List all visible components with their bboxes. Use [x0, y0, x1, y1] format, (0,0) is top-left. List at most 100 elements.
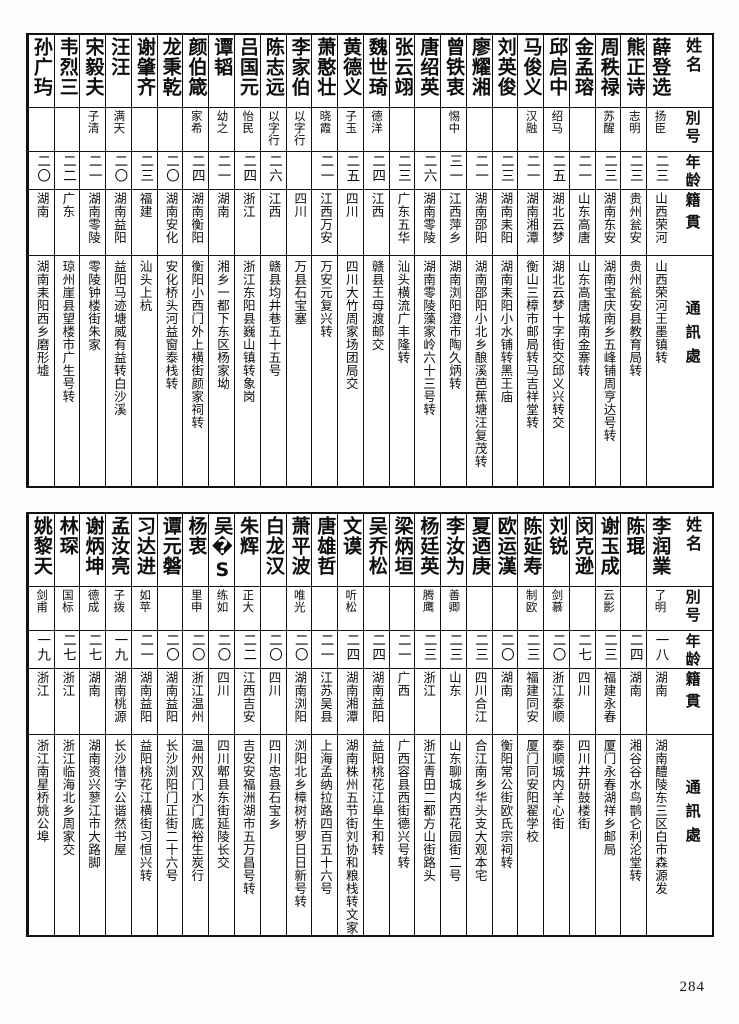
roster-entry: 谢玉成 云影 二三 福建永春 厦门永春湖祥乡邮局: [594, 514, 621, 935]
roster-entry: 谢炳坤 德成 二七 湖南 湖南资兴蓼江市大路脚: [79, 514, 106, 935]
entry-native: 湖北云梦: [544, 189, 569, 255]
entry-address: 厦门永春湖祥乡邮局: [595, 734, 621, 935]
entry-age: 二一: [131, 630, 157, 668]
roster-entry: 汪汪 满天 二〇 湖南益阳 益阳马迹塘威有益转白沙溪: [105, 35, 131, 486]
entry-alias-text: 晓霞: [318, 110, 333, 134]
roster-entry: 黄德义 子玉 二五 四川 四川大竹周家场团局交: [337, 35, 363, 486]
roster-entry: 张云翊 二三 广东五华 汕头横流广丰隆转: [388, 35, 415, 486]
entry-alias: 唯光: [286, 586, 312, 630]
entry-address-text: 零陵钟楼街朱家: [86, 260, 102, 351]
entry-address-text: 湘谷谷水鸟鹊仑利沦堂转: [627, 739, 643, 882]
column-headers: 姓名 別号 年龄 籍貫 通訊處: [672, 514, 712, 935]
entry-native-text: 湖南: [627, 671, 643, 697]
entry-age: 二一: [569, 151, 595, 189]
entry-age: 二六: [415, 151, 441, 189]
entry-name: 薛登选: [647, 35, 672, 107]
entry-alias: 德成: [80, 586, 106, 630]
entry-name-text: 谭韬: [211, 37, 234, 77]
entry-native: 湖南零陵: [415, 189, 441, 255]
entry-native: 广东五华: [389, 189, 415, 255]
roster-entry: 欧运漢 二〇 湖南 衡阳常公街欧氏宗祠转: [491, 514, 518, 935]
entry-name: 周秩禄: [596, 35, 621, 107]
entry-native-text: 贵州瓮安: [627, 192, 643, 244]
entry-alias: 怡民: [234, 107, 260, 151]
entry-address-text: 湘乡一都下东区杨家坳: [214, 260, 230, 390]
entry-address: 湖南醴陵东三区白市森源发: [647, 734, 672, 935]
entry-alias: 制欧: [518, 586, 544, 630]
entry-name-text: 陈琨: [623, 516, 646, 556]
entry-alias: 正大: [234, 586, 260, 630]
entry-name-text: 欧运漢: [494, 516, 517, 576]
entry-name: 李家伯: [287, 35, 312, 107]
entry-native: 湖南湘潭: [518, 189, 544, 255]
header-alias-text: 別号: [683, 110, 702, 146]
entry-native-text: 四川: [343, 192, 359, 218]
entry-alias: [157, 586, 183, 630]
roster-entry: 李汝为 善卿 二三 山东 山东聊城内西花园街二号: [440, 514, 466, 935]
entry-alias: 扬臣: [647, 107, 672, 151]
entry-age: 二〇: [106, 151, 131, 189]
entry-age-text: 二六: [420, 154, 437, 183]
entry-age: 二一: [389, 630, 415, 668]
roster-entry: 杨廷英 腾鹰 二三 浙江 浙江青田二都方山街路头: [414, 514, 441, 935]
entry-name: 朱辉: [235, 514, 260, 586]
entry-address: 四川井研鼓楼街: [569, 734, 595, 935]
entry-name-text: 杨衷: [185, 516, 208, 556]
entry-address-text: 湖南株州五节街刘协和粮栈转文家大屋: [343, 739, 359, 935]
entry-name: 文谟: [338, 514, 363, 586]
entry-native: 湖南浏阳: [286, 668, 312, 734]
entry-alias: 里申: [183, 586, 209, 630]
roster-entry: 周秩禄 苏醒 二三 湖南东安 湖南宝庆南乡五峰铺周亨达号转: [594, 35, 621, 486]
entry-age: 二二: [234, 630, 260, 668]
entry-address-text: 厦门同安阳翟学校: [524, 739, 540, 843]
entry-native-text: 江西: [369, 192, 385, 218]
entry-name-text: 闵克逊: [572, 516, 594, 576]
entry-alias: [492, 586, 518, 630]
entry-age: 二四: [363, 151, 389, 189]
entry-address: 合江南乡华头支大观本宅: [466, 734, 492, 935]
roster-entry: 陈琨二四湖南湘谷谷水鸟鹊仑利沦堂转: [620, 514, 647, 935]
entry-age: 二四: [621, 630, 647, 668]
entry-address: 长沙惜字公谐然书屋: [106, 734, 131, 935]
entry-alias: 以字行: [260, 107, 286, 151]
header-age: 年龄: [672, 151, 712, 189]
header-native: 籍貫: [672, 668, 712, 734]
entry-alias-text: 苏醒: [601, 110, 616, 134]
entry-native-text: 湖南益阳: [137, 671, 153, 723]
header-native: 籍貫: [672, 189, 712, 255]
entry-name-text: 孙广玙: [30, 37, 53, 97]
entry-address-text: 四川大竹周家场团局交: [343, 260, 359, 390]
entry-address: 浙江东阳县巍山镇转象岗: [234, 255, 260, 486]
entry-native: 湖南零陵: [80, 189, 106, 255]
entry-alias: [466, 107, 492, 151]
entry-native: 江西万安: [312, 189, 338, 255]
entry-native-text: 浙江: [60, 671, 76, 697]
roster-entry: 谭元磐 二〇 湖南益阳 长沙浏阳门正街二十六号: [156, 514, 183, 935]
entry-age: 二一: [518, 151, 544, 189]
entry-native-text: 江西万安: [318, 192, 334, 244]
entry-native: 山东高唐: [569, 189, 595, 255]
entry-address-text: 山东高唐城南金寨转: [575, 260, 591, 377]
entry-name: 唐绍英: [415, 35, 440, 107]
entry-address: 山东高唐城南金寨转: [569, 255, 595, 486]
roster-entry: 陈延寿 制欧 二三 福建同安 厦门同安阳翟学校: [517, 514, 544, 935]
entry-address-text: 山西荣河王墨镇转: [652, 260, 668, 364]
entry-alias-text: 听松: [344, 589, 359, 613]
entry-native: 湖南: [209, 189, 234, 255]
entry-name: 陈延寿: [518, 514, 543, 586]
entry-name-text: 邱启中: [546, 37, 569, 97]
entry-name-text: 姚黎天: [30, 516, 53, 576]
entry-native: 湖南益阳: [363, 668, 389, 734]
entry-alias: 听松: [338, 586, 363, 630]
entry-age-text: 二四: [369, 633, 386, 662]
entry-address-text: 浙江东阳县巍山镇转象岗: [240, 260, 256, 403]
entry-alias: [312, 586, 338, 630]
entry-native: 四川: [209, 668, 234, 734]
entry-name-text: 黄德义: [340, 37, 363, 97]
page-number: 284: [679, 979, 705, 995]
entry-address: 浏阳北乡樟树桥罗日日新号转: [286, 734, 312, 935]
entry-name: 宋毅夫: [80, 35, 105, 107]
entry-alias: 志明: [621, 107, 647, 151]
entry-alias-text: 子玉: [344, 110, 359, 134]
entry-address: 温州双门水门底裕生炭行: [183, 734, 209, 935]
